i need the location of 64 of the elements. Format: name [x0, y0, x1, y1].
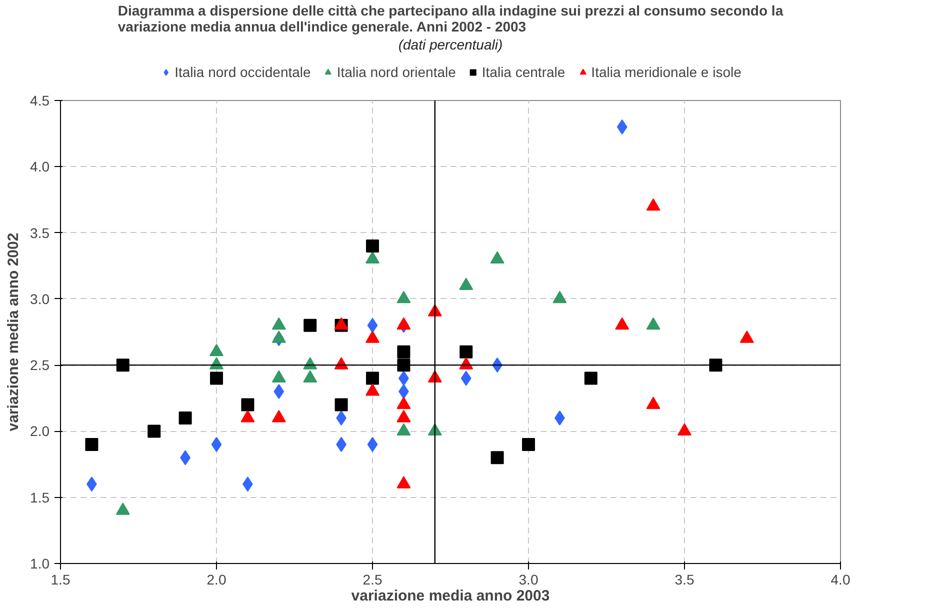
point: [240, 410, 255, 422]
legend-label: Italia centrale: [482, 64, 566, 80]
point: [241, 398, 254, 412]
x-axis-title: variazione media anno 2003: [351, 588, 550, 604]
point: [272, 330, 286, 343]
point: [615, 317, 630, 330]
point: [396, 317, 411, 330]
point: [646, 317, 660, 330]
y-tick-label: 1.0: [30, 556, 50, 572]
point: [740, 330, 754, 343]
point: [178, 411, 192, 424]
y-tick-label: 2.0: [30, 423, 50, 440]
point: [85, 438, 98, 451]
point: [460, 370, 472, 386]
y-tick-label: 1.5: [30, 489, 50, 506]
point: [303, 370, 318, 383]
point: [304, 318, 317, 332]
point: [211, 436, 222, 452]
point: [116, 358, 130, 372]
point: [366, 384, 380, 396]
point: [334, 398, 348, 412]
point: [274, 384, 284, 400]
point: [272, 370, 286, 383]
x-tick-label: 2.0: [206, 572, 226, 588]
point: [646, 396, 660, 410]
point: [490, 251, 504, 264]
chart-subtitle: (dati percentuali): [398, 36, 503, 52]
x-tick-label: 3.5: [674, 572, 694, 588]
x-tick-label: 1.5: [50, 572, 70, 588]
point: [366, 372, 379, 385]
point: [367, 318, 378, 333]
point: [397, 358, 410, 372]
x-tick-label: 2.5: [362, 572, 382, 588]
point: [397, 345, 410, 358]
legend-label: Italia nord occidentale: [174, 64, 311, 80]
point: [646, 198, 660, 211]
y-tick-label: 4.5: [30, 92, 50, 108]
point: [272, 410, 286, 422]
point: [459, 278, 474, 290]
y-tick-label: 3.0: [30, 290, 50, 307]
point: [490, 451, 504, 464]
legend-label: Italia nord orientale: [336, 64, 456, 80]
point: [709, 358, 722, 372]
point: [552, 290, 567, 304]
y-tick-label: 2.5: [30, 357, 50, 374]
chart-title: Diagramma a dispersione delle città che partecipano alla indagine sui prezzi al consumo secondo la variazione media annua dell'indice generale. Anni 2002 - 2003: [118, 2, 784, 34]
y-tick-label: 3.5: [30, 224, 50, 241]
point: [272, 317, 286, 330]
point: [367, 436, 378, 452]
y-tick-label: 4.0: [30, 158, 50, 175]
point: [366, 251, 380, 264]
point: [522, 438, 535, 451]
point: [396, 396, 411, 410]
point: [210, 344, 224, 356]
point: [210, 372, 223, 385]
x-tick-label: 4.0: [830, 572, 850, 588]
y-axis-title: variazione media anno 2002: [5, 232, 22, 432]
point: [148, 424, 161, 438]
legend-label: Italia meridionale e isole: [591, 64, 742, 80]
point: [366, 330, 380, 343]
point: [396, 290, 411, 304]
point: [584, 372, 598, 385]
x-tick-label: 3.0: [518, 572, 538, 588]
point: [460, 345, 473, 358]
